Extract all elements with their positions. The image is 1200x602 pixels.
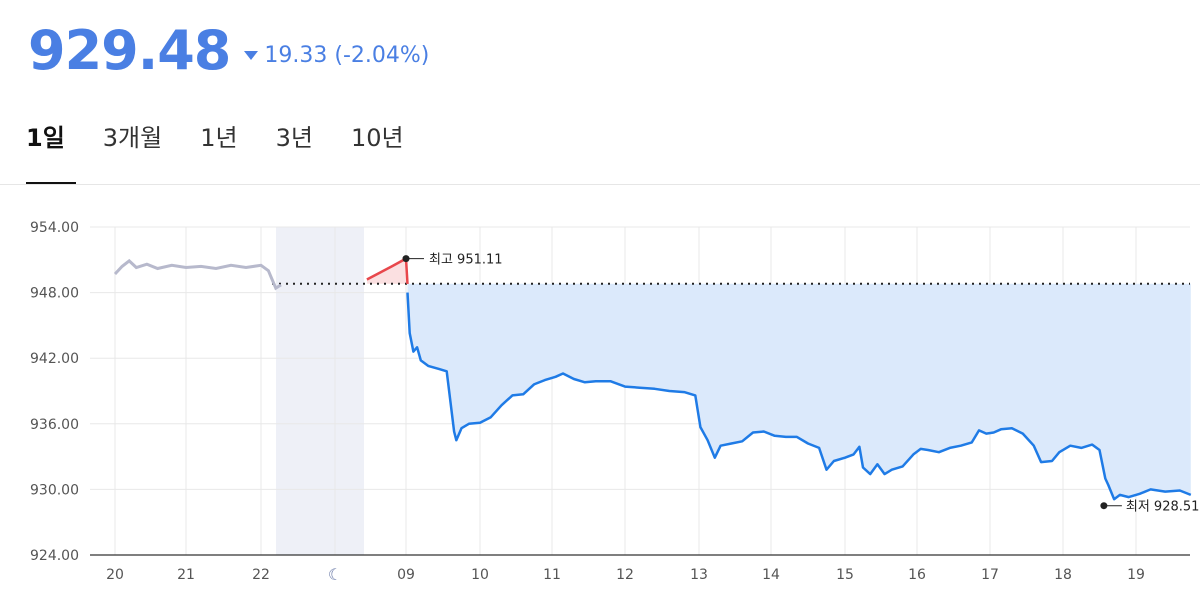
current-price: 929.48 [28, 18, 231, 82]
active-tab-indicator [26, 182, 76, 184]
x-tick-label: 12 [616, 567, 634, 583]
x-tick-label: 13 [690, 567, 708, 583]
y-tick-label: 936.00 [30, 417, 79, 433]
previous-day-line [113, 258, 282, 291]
y-tick-label: 942.00 [30, 351, 79, 367]
x-tick-label: 20 [106, 567, 124, 583]
x-tick-label: 09 [397, 567, 415, 583]
x-tick-label: 21 [177, 567, 195, 583]
tabs-divider [0, 184, 1200, 185]
tab-3y[interactable]: 3년 [275, 124, 313, 152]
x-tick-label: 16 [908, 567, 926, 583]
tab-1d[interactable]: 1일 [26, 124, 65, 152]
tab-3m[interactable]: 3개월 [102, 124, 163, 152]
preopen-line [366, 256, 409, 284]
low-point [1100, 502, 1108, 510]
decline-area [407, 283, 1191, 500]
y-tick-label: 924.00 [30, 548, 79, 564]
period-tabs: 1일 3개월 1년 3년 10년 [26, 118, 442, 153]
x-tick-label: 17 [981, 567, 999, 583]
y-tick-label: 930.00 [30, 482, 79, 498]
x-tick-label: 19 [1127, 567, 1145, 583]
x-tick-label: 11 [543, 567, 561, 583]
high-point [402, 255, 410, 263]
x-tick-label: 22 [252, 567, 270, 583]
tab-1y[interactable]: 1년 [200, 124, 238, 152]
rise-area [366, 258, 408, 284]
x-tick-label: 15 [836, 567, 854, 583]
x-tick-label: 10 [471, 567, 489, 583]
y-tick-label: 954.00 [30, 220, 79, 236]
price-line [406, 292, 1192, 501]
change-value: 19.33 (-2.04%) [264, 42, 430, 68]
overnight-band [276, 227, 364, 555]
moon-icon: ☾ [328, 565, 342, 584]
down-triangle-icon [244, 50, 259, 60]
high-label: 최고 951.11 [429, 253, 503, 268]
price-header: 929.48 19.33 (-2.04%) [28, 14, 429, 86]
x-tick-label: 14 [762, 567, 780, 583]
tab-10y[interactable]: 10년 [350, 124, 404, 152]
low-label: 최저 928.51 [1126, 500, 1200, 515]
x-tick-label: 18 [1054, 567, 1072, 583]
y-tick-label: 948.00 [30, 286, 79, 302]
price-chart[interactable]: 954.00 948.00 942.00 936.00 930.00 924.00 20 21… [0, 195, 1200, 602]
price-change: 19.33 (-2.04%) [244, 43, 429, 68]
